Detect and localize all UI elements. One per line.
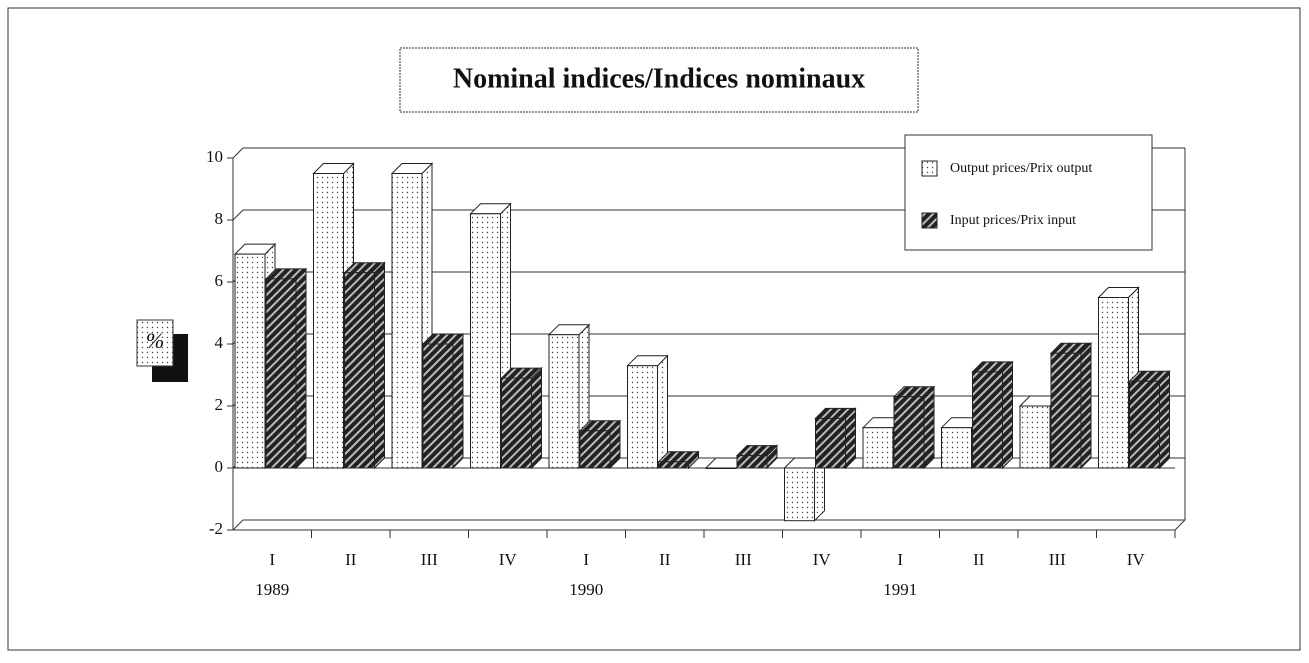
x-tick-label: III [421, 550, 438, 569]
bar [736, 455, 768, 469]
bar-side [1080, 342, 1092, 470]
x-tick-label: III [735, 550, 752, 569]
bar-side [374, 261, 385, 470]
y-tick-label: 8 [215, 209, 224, 228]
x-tick-label: IV [499, 550, 518, 569]
bar [1050, 352, 1082, 469]
x-tick-label: I [583, 550, 589, 569]
x-tick-label: I [269, 550, 275, 569]
bar-side [452, 332, 464, 470]
x-tick-label: I [897, 550, 903, 569]
bar [1019, 405, 1051, 469]
bar [815, 417, 846, 469]
bar [784, 467, 815, 522]
x-axis-depth [1174, 519, 1186, 531]
bar [344, 272, 375, 469]
legend-label: Input prices/Prix input [950, 213, 1076, 228]
y-tick-label: -2 [209, 519, 223, 538]
y-tick-label: 4 [215, 333, 224, 352]
x-tick-label: IV [1127, 550, 1146, 569]
x-year-label: 1990 [569, 580, 603, 599]
bar [893, 396, 925, 469]
bar [658, 461, 689, 469]
outer-frame [7, 7, 1301, 651]
bar [422, 343, 454, 469]
bar [234, 253, 266, 469]
y-label-box [136, 319, 174, 367]
x-tick-label: II [659, 550, 671, 569]
bar [391, 173, 423, 469]
y-tick-label: 2 [215, 395, 224, 414]
y-tick-label: 6 [215, 271, 224, 290]
grid-depth [232, 519, 244, 531]
bar-side [295, 267, 307, 470]
bar-side [531, 366, 542, 470]
bar-side [1159, 369, 1170, 470]
bar [548, 334, 580, 469]
legend-label: Output prices/Prix output [950, 161, 1092, 176]
bar [265, 278, 297, 469]
bar [1129, 380, 1160, 469]
grid-depth [232, 147, 244, 159]
x-tick-label: II [345, 550, 357, 569]
bar [972, 371, 1003, 469]
bar [627, 365, 658, 469]
grid-depth [232, 209, 244, 221]
bar-side [657, 354, 668, 470]
legend-box [904, 134, 1153, 251]
x-year-label: 1991 [883, 580, 917, 599]
x-tick-label: III [1049, 550, 1066, 569]
x-tick-label: IV [813, 550, 832, 569]
x-tick-label: II [973, 550, 985, 569]
bar [705, 467, 737, 469]
y-axis-label: % [146, 328, 164, 353]
y-tick-label: 0 [215, 457, 224, 476]
legend-swatch [921, 212, 938, 229]
bar [1098, 297, 1129, 469]
bar-side [1002, 360, 1013, 470]
bar [941, 427, 972, 469]
bar [470, 213, 501, 469]
bar [313, 173, 344, 469]
legend-swatch [921, 160, 938, 177]
y-tick-label: 10 [206, 147, 223, 166]
x-year-label: 1989 [255, 580, 289, 599]
title-box [399, 47, 919, 113]
bar [579, 430, 611, 469]
chart-title: Nominal indices/Indices nominaux [453, 63, 865, 94]
bar [862, 427, 894, 469]
bar-side [923, 385, 935, 470]
bar [501, 377, 532, 469]
